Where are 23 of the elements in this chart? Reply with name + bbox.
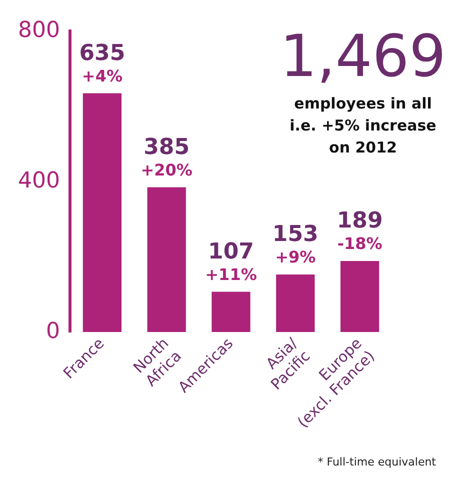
- data-label: 635: [79, 40, 126, 66]
- y-tick-label: 800: [18, 18, 60, 43]
- bar: [82, 93, 122, 332]
- bar: [340, 260, 380, 332]
- data-label: 385: [144, 134, 190, 160]
- data-label: 189: [336, 208, 383, 234]
- annotation: on 2012: [329, 138, 397, 156]
- y-tick-label: 400: [18, 168, 60, 194]
- text: * Full-time equivalent: [318, 455, 437, 468]
- annotation: +4%: [82, 66, 122, 86]
- annotation: +20%: [140, 160, 192, 180]
- data-label: 153: [272, 222, 318, 248]
- bar: [147, 187, 186, 332]
- annotation: employees in all: [294, 94, 432, 112]
- annotation: +11%: [205, 264, 257, 284]
- annotation: i.e. +5% increase: [290, 116, 436, 134]
- bar: [212, 292, 250, 332]
- bar: [276, 274, 315, 332]
- y-tick-label: 0: [46, 318, 60, 344]
- data-label: 107: [208, 240, 254, 265]
- annotation: +9%: [275, 248, 316, 267]
- annotation: -18%: [337, 234, 382, 254]
- annotation: 1,469: [280, 22, 446, 90]
